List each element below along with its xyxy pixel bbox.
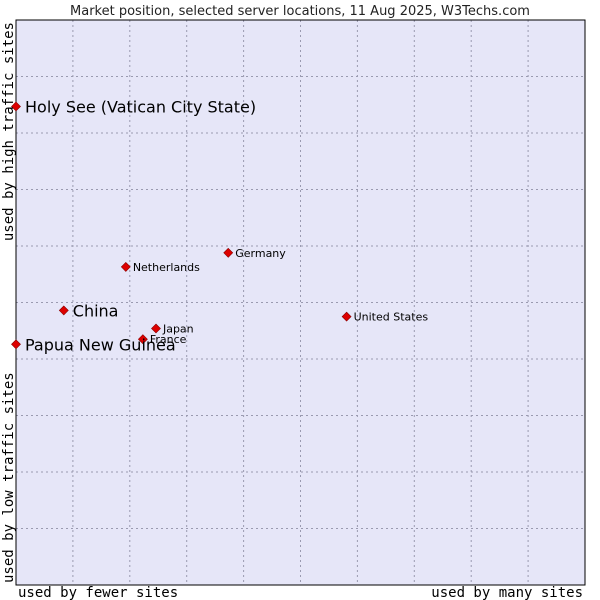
point-marker <box>120 261 131 272</box>
y-axis-label-bottom: used by low traffic sites <box>1 372 17 583</box>
point-marker <box>58 305 69 316</box>
point-label: United States <box>354 311 429 324</box>
point-marker <box>151 323 161 334</box>
grid-lines <box>16 20 585 585</box>
data-point-germany: Germany <box>223 247 286 260</box>
data-point-china: China <box>58 301 119 320</box>
chart-title: Market position, selected server locatio… <box>70 4 530 19</box>
y-axis-label-top: used by high traffic sites <box>1 22 17 241</box>
x-axis-label-right: used by many sites <box>431 585 583 600</box>
point-label: Germany <box>235 247 286 260</box>
point-label: Japan <box>162 322 194 335</box>
data-point-netherlands: Netherlands <box>120 261 200 274</box>
data-point-holy-see-vatican-city-state: Holy See (Vatican City State) <box>11 97 256 116</box>
data-point-united-states: United States <box>341 311 429 324</box>
data-point-france: France <box>137 333 187 346</box>
point-marker <box>11 339 21 350</box>
point-label: Papua New Guinea <box>25 335 176 354</box>
data-point-japan: Japan <box>151 322 194 335</box>
point-label: France <box>150 333 187 346</box>
point-label: Netherlands <box>133 261 200 274</box>
data-points: Holy See (Vatican City State) Germany Neth… <box>11 97 429 354</box>
point-marker <box>11 101 21 112</box>
point-marker <box>137 334 148 345</box>
point-label: China <box>73 301 119 320</box>
data-point-papua-new-guinea: Papua New Guinea <box>11 335 176 354</box>
point-marker <box>223 247 234 258</box>
plot-frame <box>15 19 586 586</box>
x-axis-label-left: used by fewer sites <box>18 585 178 600</box>
point-label: Holy See (Vatican City State) <box>25 97 256 116</box>
point-marker <box>341 311 352 322</box>
